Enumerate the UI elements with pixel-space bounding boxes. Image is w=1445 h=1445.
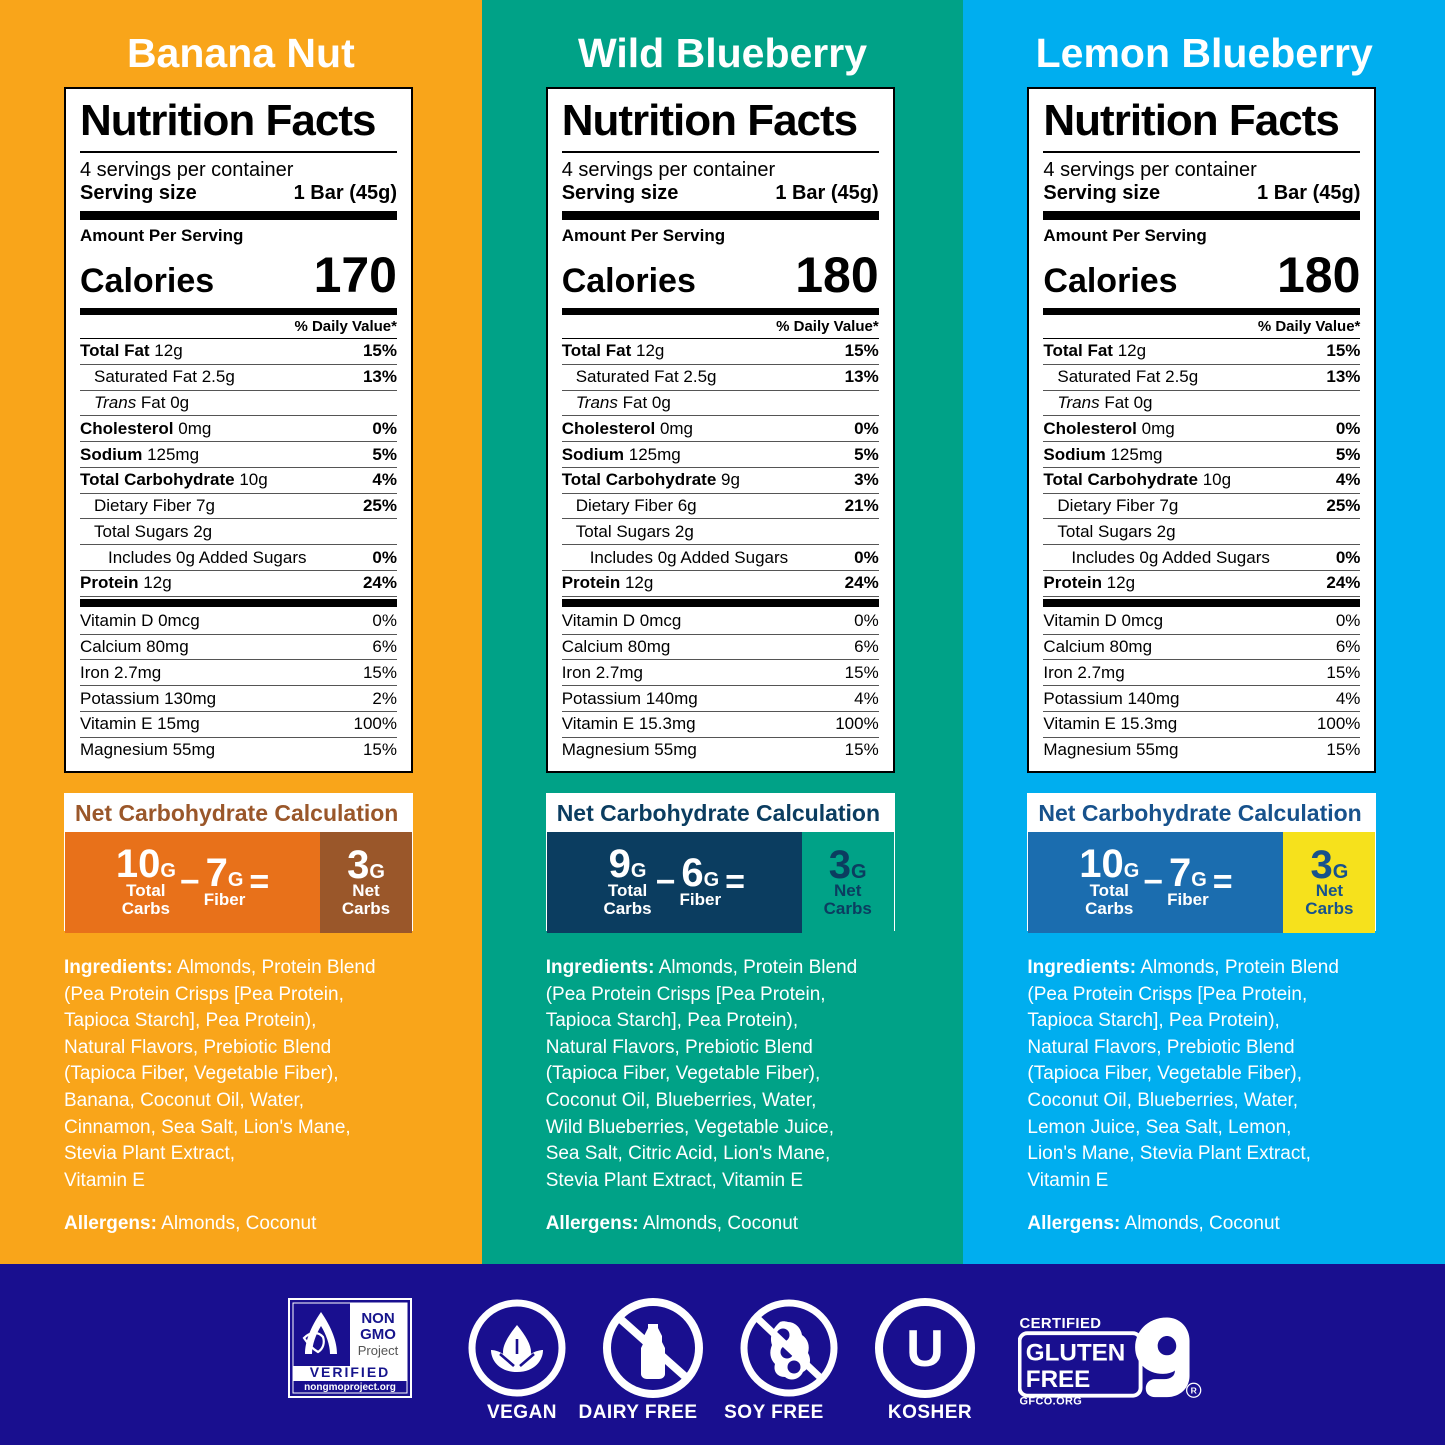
- svg-text:nongmoproject.org: nongmoproject.org: [304, 1382, 396, 1393]
- svg-text:Project: Project: [358, 1343, 399, 1358]
- svg-text:GLUTEN: GLUTEN: [1026, 1340, 1125, 1367]
- svg-text:GMO: GMO: [360, 1326, 396, 1343]
- svg-text:R: R: [1191, 1385, 1198, 1395]
- svg-text:FREE: FREE: [1026, 1366, 1091, 1393]
- svg-text:GFCO.ORG: GFCO.ORG: [1020, 1395, 1083, 1406]
- svg-text:CERTIFIED: CERTIFIED: [1020, 1316, 1102, 1332]
- svg-text:NON: NON: [361, 1310, 394, 1327]
- svg-text:U: U: [906, 1320, 944, 1378]
- svg-text:VERIFIED: VERIFIED: [310, 1364, 391, 1380]
